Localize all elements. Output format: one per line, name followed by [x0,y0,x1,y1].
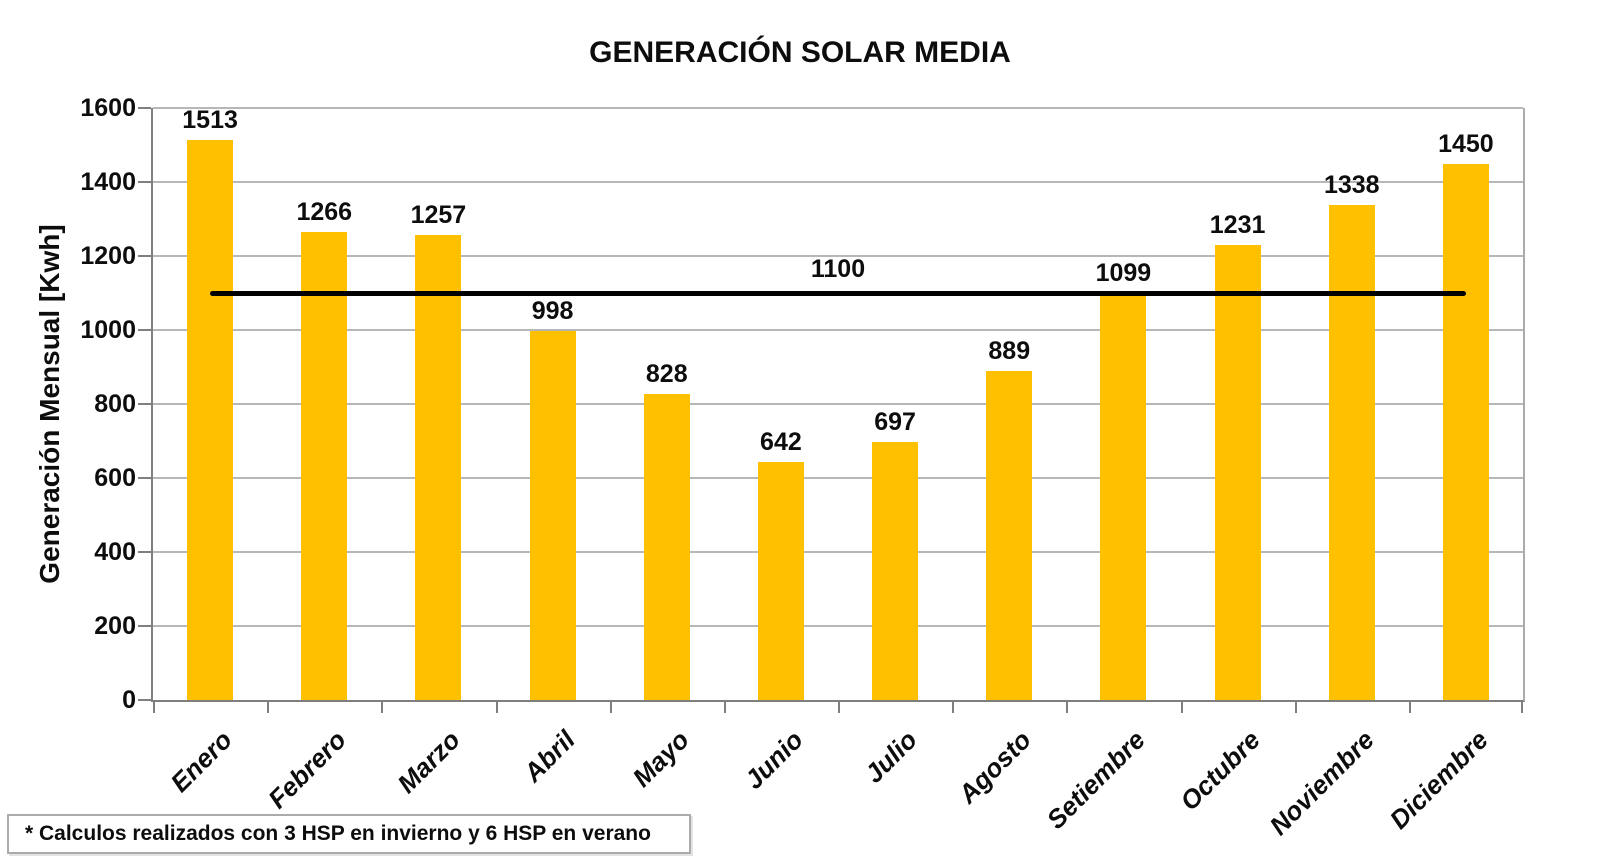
y-tick-label: 200 [94,612,136,640]
x-tick-mark [952,700,955,713]
gridline [153,107,1523,109]
x-tick-mark [1294,700,1297,713]
bar-noviembre [1328,204,1375,700]
gridline [153,551,1523,553]
bar-value-label-setiembre: 1099 [1095,259,1152,288]
x-tick-mark [1066,700,1069,713]
bar-value-label-julio: 697 [874,408,916,437]
x-tick-mark [153,700,155,713]
chart-title: GENERACIÓN SOLAR MEDIA [589,36,1011,69]
x-tick-mark [381,700,384,713]
bar-febrero [301,231,348,700]
bar-agosto [986,371,1033,700]
bar-value-label-noviembre: 1338 [1323,170,1380,199]
gridline [153,403,1523,405]
footnote-text: * Calculos realizados con 3 HSP en invie… [25,822,651,845]
bar-value-label-mayo: 828 [645,359,688,388]
x-tick-mark [495,700,498,713]
y-tick-mark [138,699,151,701]
x-tick-mark [1521,700,1523,713]
bar-julio [872,442,919,700]
x-tick-mark [609,700,612,713]
x-tick-mark [1408,700,1411,713]
bar-enero [187,140,234,700]
bar-value-label-junio: 642 [760,428,802,457]
y-tick-mark [138,403,151,405]
y-tick-mark [138,329,151,331]
y-tick-label: 600 [94,464,136,492]
bar-junio [757,462,804,700]
bar-setiembre [1100,293,1147,700]
bar-value-label-febrero: 1266 [296,197,353,226]
bar-value-label-enero: 1513 [182,106,238,135]
x-tick-mark [838,700,840,713]
gridline [153,255,1523,257]
y-tick-mark [138,477,151,479]
x-tick-mark [723,700,726,713]
y-tick-label: 1600 [80,94,136,122]
gridline [153,181,1523,183]
y-tick-label: 400 [94,538,136,566]
x-tick-mark [1180,700,1183,713]
y-tick-label: 1000 [80,316,136,344]
x-tick-mark [267,700,270,713]
bar-abril [529,330,576,700]
y-tick-mark [138,181,151,183]
bar-value-label-octubre: 1231 [1209,210,1266,239]
bar-value-label-abril: 998 [531,296,574,325]
plot-area: 1513 Enero 1266 Febrero 1257 Marzo 998 Abril 828… [138,106,1525,841]
gridline [153,625,1523,627]
bar-value-label-agosto: 889 [988,337,1031,366]
y-tick-label: 1200 [80,242,136,270]
bar-diciembre [1442,163,1489,700]
y-tick-label: 800 [94,390,136,418]
y-tick-label: 1400 [80,168,136,196]
bar-value-label-diciembre: 1450 [1438,129,1494,158]
gridline [153,329,1523,331]
bar-mayo [643,393,690,700]
reference-line-label: 1100 [810,255,866,283]
reference-line [210,291,1466,296]
footnote-box: * Calculos realizados con 3 HSP en invie… [7,814,691,854]
gridline [153,477,1523,479]
y-tick-mark [138,625,151,627]
y-tick-mark [138,551,151,553]
y-tick-mark [138,255,151,257]
y-tick-mark [138,107,151,109]
bar-value-label-marzo: 1257 [410,200,467,229]
bar-octubre [1214,244,1261,700]
y-tick-label: 0 [122,686,136,714]
bar-marzo [415,234,462,700]
